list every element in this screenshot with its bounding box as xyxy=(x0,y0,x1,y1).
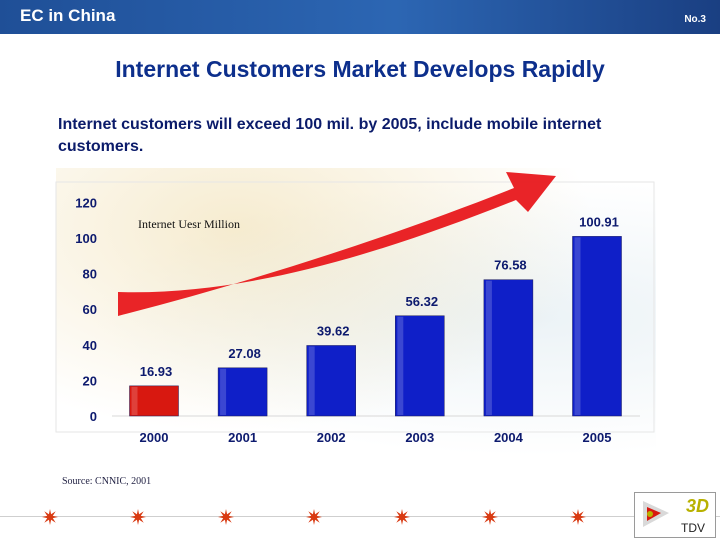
x-tick-label-2003: 2003 xyxy=(405,430,434,445)
slide-subtitle: Internet customers will exceed 100 mil. … xyxy=(58,116,602,155)
bar-2004 xyxy=(483,279,534,417)
x-tick-label-2001: 2001 xyxy=(228,430,257,445)
background-photo xyxy=(56,168,656,468)
plot-frame xyxy=(55,181,655,433)
bar-value-label-2001: 27.08 xyxy=(228,346,261,361)
logo-triangle-icon xyxy=(643,501,669,527)
bar-highlight-2005 xyxy=(574,237,581,415)
bar-2003 xyxy=(395,315,445,417)
logo-mark: 3D xyxy=(685,496,709,516)
bar-value-label-2004: 76.58 xyxy=(494,258,527,273)
bar-value-label-2003: 56.32 xyxy=(406,294,439,309)
header-bar: EC in China No.3 xyxy=(0,0,720,34)
y-tick-label-2: 40 xyxy=(83,338,97,353)
bar-value-label-2002: 39.62 xyxy=(317,323,350,338)
x-tick-label-2002: 2002 xyxy=(317,430,346,445)
y-tick-label-3: 60 xyxy=(83,302,97,317)
bar-value-label-2000: 16.93 xyxy=(140,364,173,379)
y-tick-label-0: 0 xyxy=(90,409,97,424)
bar-highlight-2001 xyxy=(220,368,227,415)
slide-number: No.3 xyxy=(684,14,706,25)
logo-name: TDV xyxy=(681,521,705,535)
x-tick-label-2000: 2000 xyxy=(140,430,169,445)
bar-highlight-2000 xyxy=(131,386,138,415)
y-axis-title: Internet Uesr Million xyxy=(138,217,240,231)
y-tick-label-4: 80 xyxy=(83,267,97,282)
logo-icon: 3D TDV xyxy=(634,492,716,538)
bar-value-label-2005: 100.91 xyxy=(579,214,619,229)
source-note: Source: CNNIC, 2001 xyxy=(62,476,152,487)
y-tick-label-5: 100 xyxy=(75,231,97,246)
y-tick-label-6: 120 xyxy=(75,195,97,210)
red-arrow-icon xyxy=(118,172,556,316)
x-tick-label-2004: 2004 xyxy=(494,430,524,445)
bar-highlight-2003 xyxy=(397,316,404,415)
x-tick-label-2005: 2005 xyxy=(583,430,612,445)
bottom-divider xyxy=(0,516,720,517)
bar-2002 xyxy=(306,345,356,417)
bar-highlight-2002 xyxy=(308,346,315,415)
bar-2001 xyxy=(217,367,268,417)
bar-highlight-2004 xyxy=(485,280,492,415)
slide-headline: Internet Customers Market Develops Rapid… xyxy=(115,56,605,82)
section-title: EC in China xyxy=(20,6,116,25)
y-tick-label-1: 20 xyxy=(83,373,97,388)
bar-2000 xyxy=(129,385,179,417)
bar-2005 xyxy=(572,236,622,417)
